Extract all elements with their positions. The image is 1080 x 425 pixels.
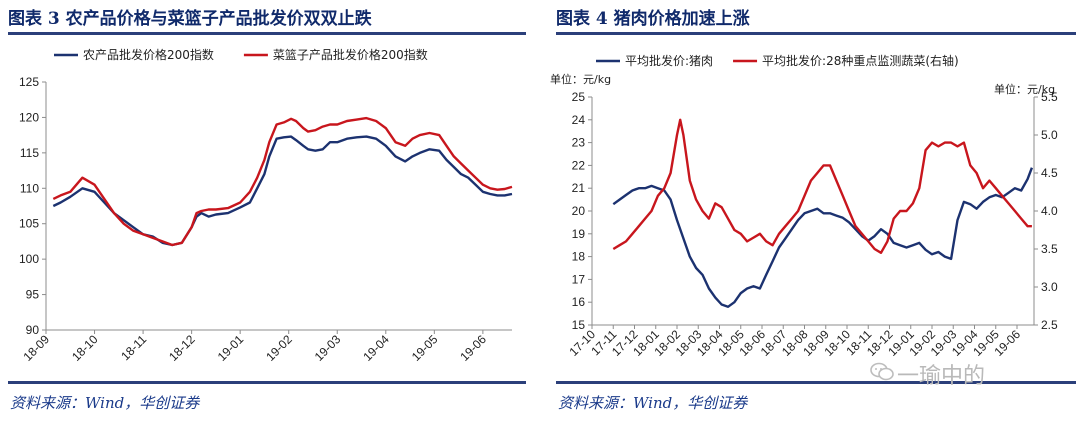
- right-legend-label-2: 平均批发价:28种重点监测蔬菜(右轴): [762, 53, 959, 68]
- left-ytick-label: 105: [19, 217, 39, 231]
- left-xtick-label: 18-12: [166, 332, 198, 364]
- left-ytick-label: 125: [19, 75, 39, 89]
- left-ytick-label: 115: [20, 146, 39, 160]
- left-ytick-label: 90: [26, 323, 40, 337]
- left-legend-label-2: 菜篮子产品批发价格200指数: [273, 47, 428, 62]
- left-figure-panel: 图表 3 农产品价格与菜篮子产品批发价双双止跌 90 95 100 105 110 115…: [0, 0, 530, 425]
- right-ylabel-right: 单位：元/kg: [994, 82, 1055, 96]
- wechat-icon: [870, 362, 894, 381]
- right-source-note: 资料来源：Wind，华创证券: [558, 394, 748, 412]
- right-figure-panel: 图表 4 猪肉价格加速上涨 15 16 17 18 19 20 21 22 23 24 25 2.5 3…: [548, 0, 1080, 425]
- right-ytick-right-label: 4.0: [1041, 204, 1058, 218]
- left-bottom-rule: [8, 381, 526, 384]
- right-ytick-label: 15: [572, 318, 586, 332]
- left-source-note: 资料来源：Wind，华创证券: [10, 394, 200, 412]
- right-ytick-label: 16: [572, 295, 586, 309]
- right-ytick-label: 20: [572, 204, 586, 218]
- left-xtick-label: 19-05: [409, 332, 441, 364]
- left-series-line-1: [52, 135, 513, 247]
- right-top-rule: [556, 32, 1076, 35]
- left-top-rule: [8, 32, 526, 35]
- right-series-line-1: [612, 167, 1034, 308]
- right-legend-label-1: 平均批发价:猪肉: [625, 53, 713, 68]
- right-ylabel: 单位：元/kg: [550, 72, 611, 86]
- left-ytick-label: 110: [20, 181, 39, 195]
- right-bottom-rule: [556, 381, 1076, 384]
- right-ytick-label: 17: [572, 272, 586, 286]
- right-ytick-label: 25: [572, 90, 586, 104]
- left-figure-title: 图表 3 农产品价格与菜篮子产品批发价双双止跌: [8, 9, 372, 29]
- left-ytick-label: 95: [26, 288, 40, 302]
- right-ytick-right-label: 5.5: [1041, 90, 1058, 104]
- right-ytick-right-label: 4.5: [1041, 166, 1058, 180]
- left-xtick-label: 19-01: [215, 332, 247, 364]
- left-series-line-2: [52, 116, 513, 247]
- right-ytick-right-label: 3.0: [1041, 280, 1058, 294]
- right-series-line-2: [612, 118, 1032, 255]
- left-xtick-label: 19-04: [360, 332, 392, 364]
- right-ytick-right-label: 5.0: [1041, 128, 1058, 142]
- right-ytick-right-label: 3.5: [1041, 242, 1058, 256]
- right-figure-title: 图表 4 猪肉价格加速上涨: [556, 9, 750, 29]
- left-legend-label-1: 农产品批发价格200指数: [83, 47, 214, 62]
- left-xtick-label: 19-03: [312, 332, 344, 364]
- watermark-text: 一瑜中的: [897, 364, 986, 389]
- left-xtick-label: 19-02: [263, 332, 295, 364]
- left-xtick-label: 18-11: [118, 332, 149, 363]
- left-ytick-label: 100: [19, 252, 39, 266]
- left-xtick-label: 19-06: [457, 332, 489, 364]
- right-ytick-label: 21: [572, 181, 586, 195]
- left-xtick-label: 18-10: [69, 332, 101, 364]
- right-ytick-label: 19: [572, 227, 586, 241]
- right-chart: 15 16 17 18 19 20 21 22 23 24 25 2.5 3.0 3.5 4.0 4.5 5.0…: [550, 53, 1058, 359]
- right-ytick-label: 24: [572, 113, 586, 127]
- right-ytick-label: 18: [572, 250, 586, 264]
- right-ytick-right-label: 2.5: [1041, 318, 1058, 332]
- right-ytick-label: 23: [572, 136, 586, 150]
- left-ytick-label: 120: [19, 110, 39, 124]
- right-ytick-label: 22: [572, 158, 586, 172]
